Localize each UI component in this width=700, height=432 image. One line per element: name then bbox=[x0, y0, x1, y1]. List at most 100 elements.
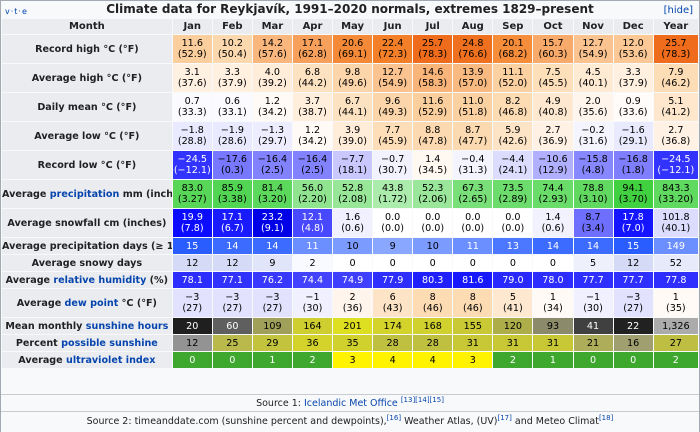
data-cell: 43.8 (1.72) bbox=[373, 180, 413, 208]
cell-converted-value: (9.1) bbox=[261, 223, 284, 234]
cell-converted-value: (2.08) bbox=[338, 194, 367, 205]
table-row: Average low °C (°F) −1.8 (28.8) −1.9 (28.6) −… bbox=[2, 122, 698, 150]
data-cell: 31 bbox=[533, 335, 573, 351]
data-cell: 0 bbox=[333, 255, 373, 271]
cell-converted-value: (7.8) bbox=[180, 223, 204, 234]
cell-value: 81.4 bbox=[261, 183, 284, 194]
cell-value: 12.7 bbox=[582, 38, 604, 49]
cell-value: 4.9 bbox=[545, 96, 561, 107]
data-cell: −3 (27) bbox=[613, 289, 653, 317]
cell-value: 8.8 bbox=[425, 125, 441, 136]
cell-converted-value: (39.2) bbox=[257, 78, 287, 89]
table-row: Average high °C (°F) 3.1 (37.6) 3.3 (37.9) 4.… bbox=[2, 64, 698, 92]
data-cell: 12 bbox=[613, 255, 653, 271]
cell-value: −17.6 bbox=[217, 154, 248, 165]
hide-link[interactable]: [hide] bbox=[663, 5, 693, 16]
row-label-unit: mm (inches) bbox=[122, 188, 172, 200]
data-cell: 2.7 (36.9) bbox=[533, 122, 573, 150]
cell-value: 7.7 bbox=[385, 125, 401, 136]
cell-value: 74.9 bbox=[341, 274, 364, 286]
cell-converted-value: (58.3) bbox=[418, 78, 448, 89]
data-cell: 14.2 (57.6) bbox=[252, 35, 292, 63]
data-cell: −3 (27) bbox=[212, 289, 252, 317]
cell-converted-value: (27) bbox=[623, 303, 643, 314]
data-cell: 1.2 (34.2) bbox=[252, 93, 292, 121]
data-cell: 81.6 bbox=[453, 272, 493, 288]
data-cell: 0.9 (33.6) bbox=[613, 93, 653, 121]
data-cell: −3 (27) bbox=[252, 289, 292, 317]
data-cell: 1.4 (34.5) bbox=[413, 151, 453, 179]
table-row: Average precipitation mm (inches)83.0(3.… bbox=[2, 180, 698, 208]
cell-value: 4 bbox=[429, 354, 436, 366]
source-2-ref-2[interactable]: [17] bbox=[497, 414, 512, 422]
data-cell: 22.4 (72.3) bbox=[373, 35, 413, 63]
cell-converted-value: (47.8) bbox=[418, 136, 448, 147]
data-cell: 1.4 (0.6) bbox=[533, 209, 573, 237]
cell-value: 3.7 bbox=[304, 96, 321, 107]
cell-converted-value: (2.89) bbox=[498, 194, 528, 205]
cell-value: 29 bbox=[266, 337, 279, 349]
data-cell: 14 bbox=[573, 238, 613, 254]
cell-converted-value: (68.2) bbox=[498, 49, 528, 60]
row-label-link[interactable]: possible sunshine bbox=[61, 337, 158, 349]
data-cell: 25.7 (78.3) bbox=[413, 35, 453, 63]
cell-converted-value: (49.6) bbox=[338, 78, 367, 89]
month-jul: Jul bbox=[413, 19, 453, 34]
cell-converted-value: (0.0) bbox=[501, 223, 525, 234]
data-cell: 52 bbox=[653, 255, 698, 271]
cell-value: 27 bbox=[669, 337, 682, 349]
data-cell: 12 bbox=[172, 255, 212, 271]
cell-converted-value: (46.8) bbox=[498, 107, 528, 118]
cell-value: −0.4 bbox=[461, 154, 485, 165]
data-cell: 0.0 (0.0) bbox=[413, 209, 453, 237]
cell-converted-value: (49.3) bbox=[378, 107, 408, 118]
data-cell: 0 bbox=[413, 255, 453, 271]
cell-value: 1 bbox=[549, 292, 557, 303]
data-cell: 168 bbox=[413, 318, 453, 334]
source-1-link[interactable]: Icelandic Met Office bbox=[304, 398, 398, 409]
data-cell: 3.1 (37.6) bbox=[172, 64, 212, 92]
cell-value: 120 bbox=[503, 320, 523, 332]
data-cell: 17.8 (7.0) bbox=[613, 209, 653, 237]
cell-converted-value: (41.2) bbox=[661, 107, 691, 118]
cell-converted-value: (43) bbox=[382, 303, 403, 314]
row-label-text: Average precipitation days (≥ 1.0 mm) bbox=[2, 240, 172, 252]
cell-value: 10 bbox=[426, 240, 439, 252]
cell-converted-value: (30) bbox=[302, 303, 323, 314]
cell-value: 12.7 bbox=[381, 67, 404, 78]
data-cell: 13.9 (57.0) bbox=[453, 64, 493, 92]
cell-value: 6 bbox=[389, 292, 396, 303]
data-cell: 8.8 (47.8) bbox=[413, 122, 453, 150]
row-label-link[interactable]: relative humidity bbox=[53, 274, 147, 286]
cell-converted-value: (52.0) bbox=[498, 78, 528, 89]
source-1-prefix: Source 1: bbox=[256, 398, 304, 409]
cell-converted-value: (0.3) bbox=[220, 165, 244, 176]
hide-toggle[interactable]: [hide] bbox=[664, 2, 693, 19]
data-cell: 8 (46) bbox=[453, 289, 493, 317]
cell-value: 0 bbox=[549, 257, 557, 269]
row-label-link[interactable]: precipitation bbox=[49, 188, 120, 200]
source-1: Source 1: Icelandic Met Office [13][14][… bbox=[1, 394, 699, 412]
data-cell: 12.7 (54.9) bbox=[373, 64, 413, 92]
cell-value: 7.9 bbox=[668, 67, 684, 78]
cell-value: 0 bbox=[509, 257, 516, 269]
data-cell: −0.2 (31.6) bbox=[573, 122, 613, 150]
data-cell: 78.0 bbox=[533, 272, 573, 288]
source-2-ref-3[interactable]: [18] bbox=[598, 414, 614, 422]
source-2-ref-1[interactable]: [16] bbox=[386, 414, 402, 422]
cell-value: 77.8 bbox=[665, 274, 687, 286]
row-label-text: Average high °C (°F) bbox=[31, 72, 142, 84]
data-cell: 12 bbox=[172, 335, 212, 351]
cell-value: −4.4 bbox=[501, 154, 525, 165]
table-body: Record high °C (°F) 11.6 (52.9) 10.2 (50.4) 1… bbox=[2, 35, 698, 368]
vte-links[interactable]: v·t·e bbox=[5, 7, 28, 16]
cell-value: 15 bbox=[186, 240, 199, 252]
source-1-refs[interactable]: [13][14][15] bbox=[400, 396, 444, 404]
cell-value: 149 bbox=[666, 240, 685, 252]
row-label-link[interactable]: dew point bbox=[64, 297, 119, 309]
row-label-link[interactable]: sunshine hours bbox=[85, 320, 169, 332]
row-label-link[interactable]: ultraviolet index bbox=[66, 354, 156, 366]
table-row: Average snowy days 12 12 9 2 0 0 0 0 0 0 5 12 52 bbox=[2, 255, 698, 271]
cell-value: 2 bbox=[309, 257, 316, 269]
data-cell: 27 bbox=[653, 335, 698, 351]
